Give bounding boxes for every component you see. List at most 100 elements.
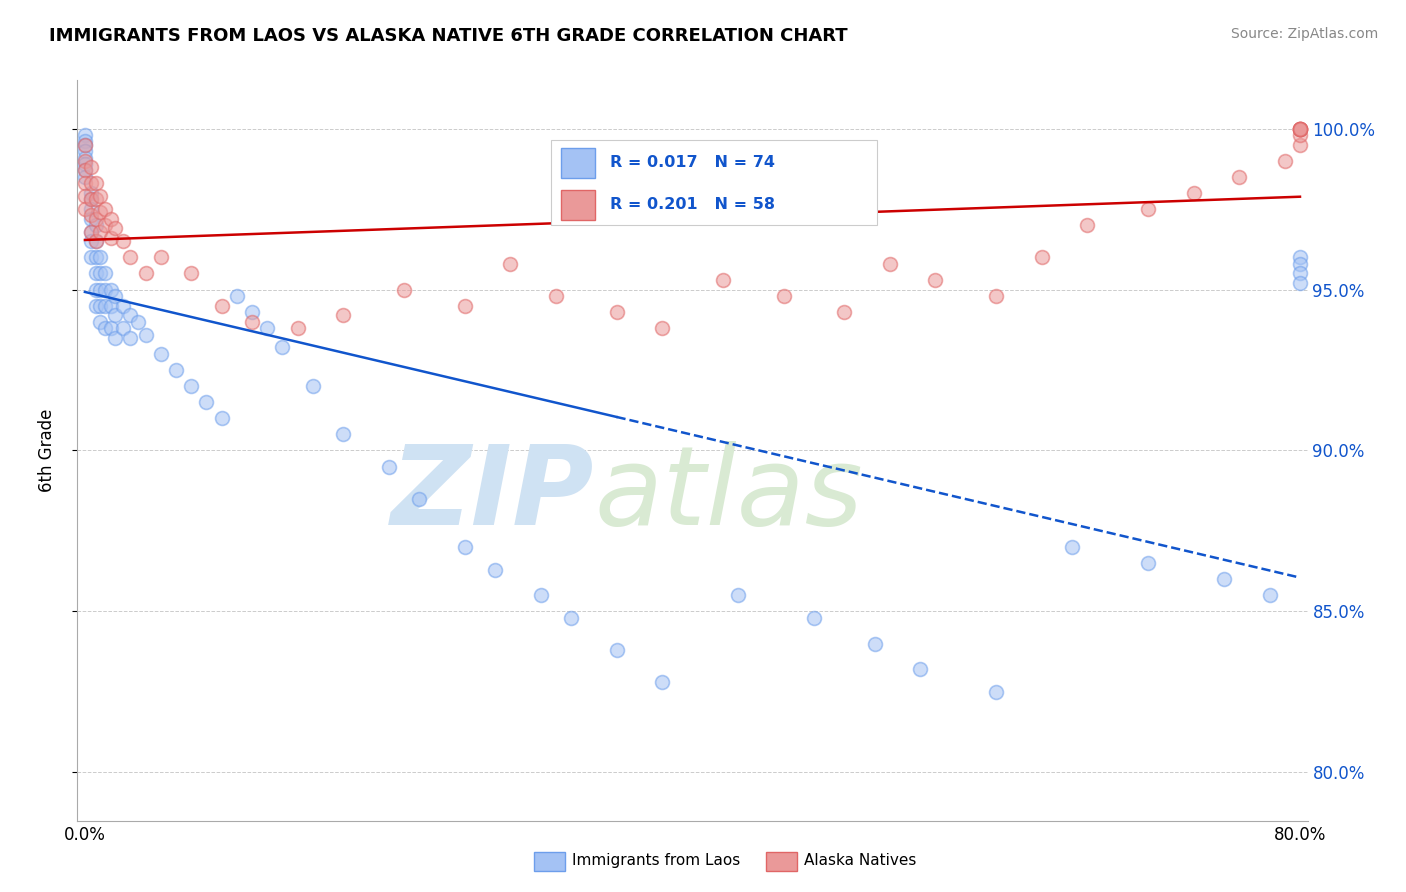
FancyBboxPatch shape bbox=[561, 190, 595, 220]
Point bbox=[986, 289, 1008, 303]
Point bbox=[1258, 588, 1281, 602]
Point bbox=[80, 211, 103, 226]
Point bbox=[80, 202, 103, 216]
FancyBboxPatch shape bbox=[551, 139, 877, 225]
Text: atlas: atlas bbox=[595, 442, 863, 549]
Point bbox=[240, 305, 263, 319]
Point bbox=[772, 289, 794, 303]
Text: Alaska Natives: Alaska Natives bbox=[804, 854, 917, 868]
Point bbox=[93, 299, 115, 313]
Point bbox=[651, 321, 673, 335]
Point bbox=[180, 267, 202, 281]
Point bbox=[100, 231, 122, 245]
Point bbox=[1289, 128, 1312, 142]
Point bbox=[1289, 267, 1312, 281]
Point bbox=[499, 257, 522, 271]
Point bbox=[165, 363, 187, 377]
Point bbox=[392, 283, 415, 297]
Point bbox=[1213, 572, 1236, 586]
Point bbox=[529, 588, 551, 602]
Point bbox=[80, 186, 103, 200]
Point bbox=[80, 176, 103, 190]
Point bbox=[834, 305, 856, 319]
Point bbox=[149, 347, 172, 361]
Point bbox=[80, 160, 103, 174]
Point bbox=[100, 321, 122, 335]
Point bbox=[1289, 276, 1312, 290]
Point bbox=[1062, 540, 1084, 554]
Point bbox=[1227, 169, 1250, 184]
Point bbox=[104, 331, 127, 345]
Point bbox=[1289, 257, 1312, 271]
Point bbox=[803, 611, 825, 625]
Point bbox=[560, 611, 582, 625]
Point bbox=[93, 202, 115, 216]
Point bbox=[256, 321, 278, 335]
Point bbox=[84, 211, 107, 226]
Point bbox=[104, 289, 127, 303]
Point bbox=[73, 128, 96, 142]
Point bbox=[1289, 137, 1312, 152]
Point bbox=[225, 289, 247, 303]
Point bbox=[924, 273, 946, 287]
Point bbox=[73, 202, 96, 216]
Point bbox=[1137, 202, 1160, 216]
Point bbox=[271, 341, 294, 355]
Point bbox=[1289, 121, 1312, 136]
Point bbox=[879, 257, 901, 271]
Point bbox=[332, 308, 354, 322]
Point bbox=[84, 234, 107, 248]
Point bbox=[180, 379, 202, 393]
Point bbox=[453, 299, 475, 313]
Point bbox=[84, 267, 107, 281]
Text: Source: ZipAtlas.com: Source: ZipAtlas.com bbox=[1230, 27, 1378, 41]
Point bbox=[73, 144, 96, 158]
Point bbox=[84, 176, 107, 190]
Point bbox=[149, 250, 172, 264]
FancyBboxPatch shape bbox=[561, 148, 595, 178]
Point bbox=[89, 250, 111, 264]
Point bbox=[727, 588, 749, 602]
Point bbox=[84, 250, 107, 264]
Point bbox=[104, 308, 127, 322]
Point bbox=[301, 379, 323, 393]
Point bbox=[135, 327, 157, 342]
Point bbox=[93, 218, 115, 232]
Point bbox=[120, 250, 142, 264]
Point bbox=[240, 315, 263, 329]
Point bbox=[211, 411, 233, 425]
Text: R = 0.201   N = 58: R = 0.201 N = 58 bbox=[610, 197, 775, 211]
Point bbox=[84, 218, 107, 232]
Point bbox=[211, 299, 233, 313]
Point bbox=[127, 315, 149, 329]
Point bbox=[1289, 121, 1312, 136]
Point bbox=[1274, 153, 1296, 168]
Text: Immigrants from Laos: Immigrants from Laos bbox=[572, 854, 741, 868]
Point bbox=[93, 321, 115, 335]
Point bbox=[453, 540, 475, 554]
Point bbox=[80, 193, 103, 207]
Y-axis label: 6th Grade: 6th Grade bbox=[38, 409, 56, 492]
Point bbox=[80, 225, 103, 239]
Point bbox=[73, 176, 96, 190]
Point bbox=[73, 135, 96, 149]
Point bbox=[100, 283, 122, 297]
Point bbox=[910, 662, 932, 676]
Point bbox=[1289, 121, 1312, 136]
Point bbox=[73, 157, 96, 171]
Point bbox=[863, 637, 886, 651]
Point bbox=[104, 221, 127, 235]
Point bbox=[111, 234, 134, 248]
Point bbox=[1031, 250, 1053, 264]
Point bbox=[80, 225, 103, 239]
Point bbox=[89, 205, 111, 219]
Point bbox=[484, 563, 506, 577]
Point bbox=[1182, 186, 1205, 200]
Point bbox=[986, 685, 1008, 699]
Point bbox=[544, 289, 567, 303]
Text: R = 0.017   N = 74: R = 0.017 N = 74 bbox=[610, 154, 775, 169]
Point bbox=[89, 189, 111, 203]
Point bbox=[93, 267, 115, 281]
Point bbox=[287, 321, 309, 335]
Point bbox=[73, 153, 96, 168]
